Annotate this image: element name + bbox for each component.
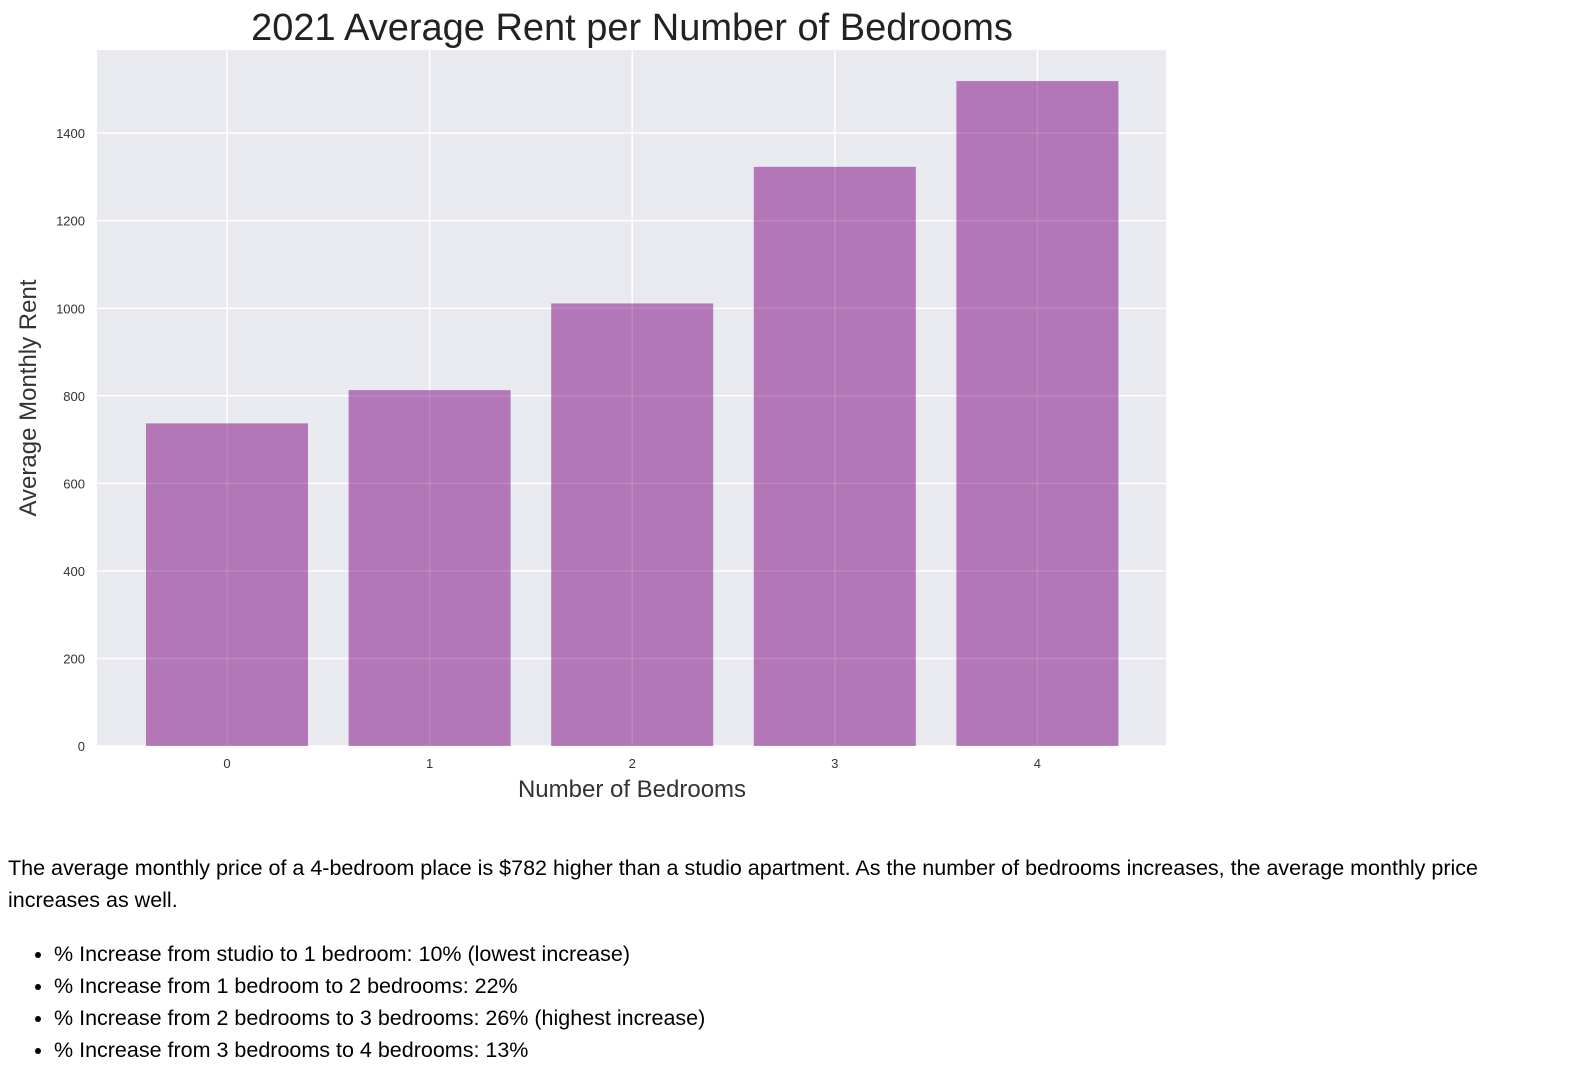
bar-chart: 2021 Average Rent per Number of Bedrooms… (15, 7, 1166, 803)
bar-0 (146, 423, 308, 746)
x-tick-label: 2 (629, 756, 636, 771)
list-item: % Increase from 1 bedroom to 2 bedrooms:… (54, 970, 1570, 1002)
y-tick-label: 1400 (56, 126, 85, 141)
y-tick-label: 800 (63, 389, 85, 404)
x-tick-label: 1 (426, 756, 433, 771)
list-item: % Increase from 3 bedrooms to 4 bedrooms… (54, 1034, 1570, 1066)
y-tick-label: 400 (63, 564, 85, 579)
y-tick-label: 0 (78, 739, 85, 754)
list-item: % Increase from studio to 1 bedroom: 10%… (54, 938, 1570, 970)
x-axis-label: Number of Bedrooms (518, 776, 746, 803)
bar-1 (348, 390, 511, 746)
bar-4 (956, 81, 1119, 747)
increase-list: % Increase from studio to 1 bedroom: 10%… (8, 938, 1570, 1066)
x-tick-label: 4 (1034, 756, 1041, 771)
bar-2 (551, 303, 714, 746)
list-item: % Increase from 2 bedrooms to 3 bedrooms… (54, 1002, 1570, 1034)
y-tick-label: 1200 (56, 214, 85, 229)
y-axis-label: Average Monthly Rent (15, 279, 42, 516)
x-axis-ticks: 0 1 2 3 4 (223, 756, 1041, 771)
summary-paragraph: The average monthly price of a 4-bedroom… (8, 856, 1478, 912)
y-tick-label: 600 (63, 476, 85, 491)
x-tick-label: 3 (831, 756, 838, 771)
x-tick-label: 0 (223, 756, 230, 771)
y-axis-ticks: 0 200 400 600 800 1000 1200 1400 (56, 126, 85, 754)
bar-3 (753, 166, 916, 746)
bars (97, 81, 1166, 747)
y-tick-label: 1000 (56, 301, 85, 316)
y-tick-label: 200 (63, 651, 85, 666)
chart-title: 2021 Average Rent per Number of Bedrooms (251, 7, 1013, 49)
